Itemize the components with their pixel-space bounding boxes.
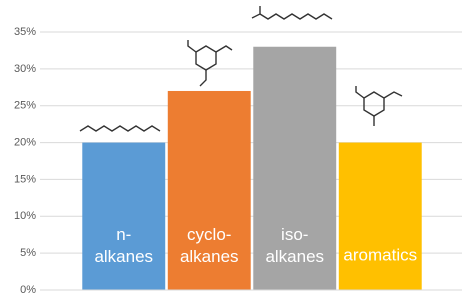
y-tick-label: 0% (20, 284, 36, 296)
y-tick-label: 20% (14, 136, 36, 148)
bar (82, 142, 166, 290)
y-tick-label: 30% (14, 63, 36, 75)
cyclo-alkane-icon (187, 40, 233, 87)
y-tick-label: 5% (20, 247, 36, 259)
bar (167, 90, 251, 290)
category-label: iso-alkanes (265, 225, 324, 266)
plot-area: 0% 5% 10% 15% 20% 25% 30% 35% n-alkanes cyclo-alk… (14, 26, 462, 296)
y-tick-label: 25% (14, 100, 36, 112)
y-tick-label: 15% (14, 173, 36, 185)
category-label: aromatics (343, 245, 417, 264)
bar (338, 142, 422, 290)
iso-alkane-chain (259, 13, 333, 20)
iso-alkane-icon (251, 6, 261, 19)
y-tick-label: 10% (14, 210, 36, 222)
molecule-icons (79, 6, 403, 132)
y-tick-label: 35% (14, 26, 36, 38)
n-alkane-icon (79, 125, 161, 132)
category-label: cyclo-alkanes (180, 225, 239, 266)
bar (253, 46, 337, 290)
aromatic-icon (355, 86, 403, 126)
category-label: n-alkanes (94, 225, 153, 266)
